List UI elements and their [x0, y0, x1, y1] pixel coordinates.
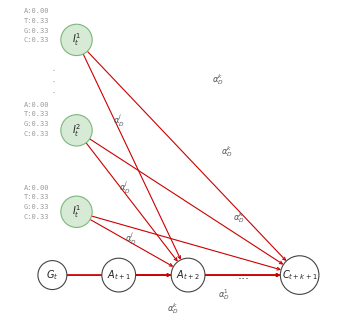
Text: G:0.33: G:0.33 [24, 204, 49, 210]
Text: $\alpha_D^k$: $\alpha_D^k$ [212, 72, 224, 87]
Text: A:0.00: A:0.00 [24, 185, 49, 191]
Text: $A_{t+1}$: $A_{t+1}$ [107, 268, 131, 282]
Text: T:0.33: T:0.33 [24, 18, 49, 24]
Text: G:0.33: G:0.33 [24, 121, 49, 127]
Text: ·
·
·: · · · [52, 65, 56, 100]
Text: $I_t^1$: $I_t^1$ [72, 204, 81, 220]
Text: $\alpha_D^j$: $\alpha_D^j$ [125, 231, 137, 247]
Text: A:0.00: A:0.00 [24, 8, 49, 14]
Circle shape [61, 24, 92, 56]
Text: $I_t^1$: $I_t^1$ [72, 31, 81, 48]
Text: ...: ... [238, 269, 250, 282]
Text: G:0.33: G:0.33 [24, 28, 49, 33]
Text: $A_{t+2}$: $A_{t+2}$ [176, 268, 200, 282]
Circle shape [61, 115, 92, 146]
Circle shape [61, 196, 92, 228]
Circle shape [38, 261, 67, 290]
Text: C:0.33: C:0.33 [24, 131, 49, 137]
Text: T:0.33: T:0.33 [24, 111, 49, 117]
Text: $\alpha_D^k$: $\alpha_D^k$ [233, 210, 245, 225]
Text: $\alpha_D^k$: $\alpha_D^k$ [221, 144, 233, 159]
Text: C:0.33: C:0.33 [24, 37, 49, 43]
Circle shape [171, 258, 205, 292]
Text: $G_t$: $G_t$ [46, 268, 58, 282]
Text: T:0.33: T:0.33 [24, 194, 49, 200]
Text: C:0.33: C:0.33 [24, 213, 49, 220]
Text: $\alpha_D^j$: $\alpha_D^j$ [113, 113, 125, 129]
Text: $\alpha_D^k$: $\alpha_D^k$ [167, 301, 179, 316]
Text: $\alpha_D^1$: $\alpha_D^1$ [218, 287, 230, 302]
Circle shape [102, 258, 136, 292]
Circle shape [280, 256, 319, 294]
Text: $C_{t+k+1}$: $C_{t+k+1}$ [282, 268, 318, 282]
Text: $\alpha_D^j$: $\alpha_D^j$ [119, 179, 131, 196]
Text: A:0.00: A:0.00 [24, 102, 49, 108]
Text: $I_t^2$: $I_t^2$ [72, 122, 81, 139]
